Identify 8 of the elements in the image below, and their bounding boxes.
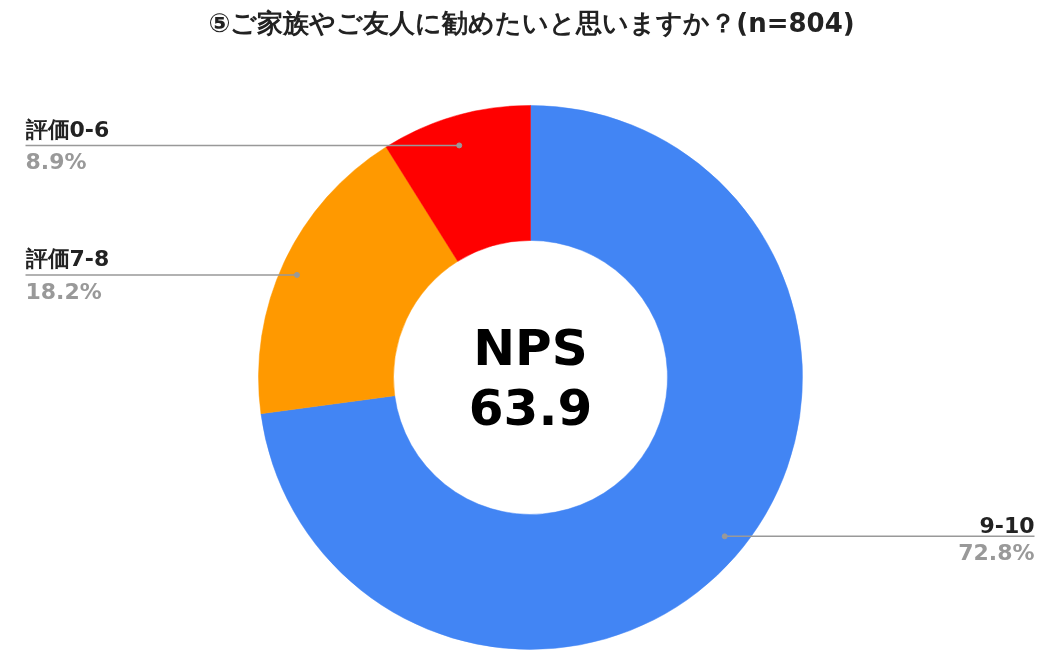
data-label: 8.9% bbox=[25, 149, 87, 175]
data-label: 72.8% bbox=[958, 540, 1035, 566]
text: NPS 63.9 bbox=[468, 318, 593, 438]
data-label: 18.2% bbox=[25, 278, 102, 304]
slice-label: 評価7-8 bbox=[24, 246, 110, 272]
slice-label: 評価0-6 bbox=[24, 116, 110, 142]
chart-title: ⑤ご家族やご友人に勧めたいと思いますか？(n=804) bbox=[208, 7, 855, 38]
slice-label: 9-10 bbox=[979, 512, 1035, 538]
